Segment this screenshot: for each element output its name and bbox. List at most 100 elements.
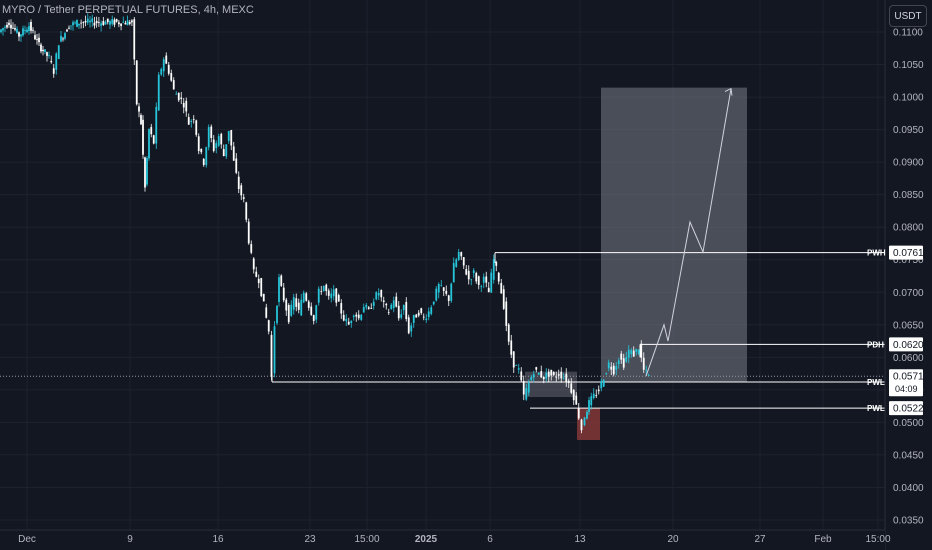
candle-body [80,22,83,24]
level-label-pwl: PWL [867,378,885,387]
candle-body [95,21,98,24]
candle-body [330,293,333,299]
candle-body [86,18,89,23]
candle-body [222,148,225,156]
y-tick-label: 0.0450 [893,450,924,461]
candle-body [146,158,148,185]
candle-body [12,27,14,29]
candle-body [635,348,638,352]
candle-body [612,365,615,375]
x-tick-label: 20 [667,534,679,545]
current-price-value: 0.0571 [893,372,924,383]
candle-body [155,106,158,144]
candle-body [480,286,483,288]
candle-body [36,38,38,40]
candle-body [312,315,315,321]
x-tick-label: 16 [212,534,224,545]
candle-body [40,44,42,52]
candle-body [89,20,91,23]
candle-body [227,131,230,141]
candle-body [522,380,525,395]
x-tick-label: Feb [814,534,832,545]
candle-body [400,314,403,318]
candle-body [172,80,175,90]
candle-body [84,20,87,23]
candle-body [472,270,475,274]
candle-body [560,371,563,379]
candle-body [342,314,345,321]
candle-body [187,117,190,125]
candle-body [267,320,270,332]
y-tick-label: 0.0650 [893,320,924,331]
y-tick-label: 0.0400 [893,483,924,494]
candle-body [350,320,353,323]
x-tick-label: 15:00 [865,534,890,545]
candle-body [245,202,248,220]
candle-body [20,34,22,37]
candle-body [586,411,588,419]
candle-body [550,369,553,376]
candle-body [572,390,575,401]
candle-body [557,374,560,376]
candle-body [402,304,405,311]
candle-body [131,20,133,23]
candle-body [122,21,125,23]
candle-body [38,37,40,43]
candle-body [580,419,583,431]
candle-body [367,307,370,309]
candle-body [387,312,390,314]
candle-body [565,373,568,383]
candle-body [397,305,400,319]
candle-body [50,60,53,63]
candle-body [128,21,131,24]
candle-body [70,25,72,27]
candle-body [180,97,183,99]
candle-body [515,365,518,366]
level-price-value: 0.0620 [893,340,924,351]
candle-body [370,308,373,309]
candle-body [340,303,343,314]
candle-body [290,304,293,316]
candle-body [285,299,288,311]
candle-body [6,24,8,28]
candle-body [60,35,62,42]
candle-body [422,316,425,318]
candle-body [2,28,4,31]
candle-body [355,314,358,317]
candle-body [195,120,198,135]
candle-body [170,73,173,81]
candle-body [357,314,360,319]
level-price-tag [889,401,923,416]
candle-body [207,127,210,148]
candle-body [332,289,335,297]
candle-body [310,306,313,315]
candle-body [630,350,633,355]
candle-body [177,92,180,101]
candle-body [42,49,44,52]
candle-body [26,29,28,33]
candle-body [205,147,208,166]
candle-body [66,29,68,32]
currency-button[interactable]: USDT [889,5,927,27]
candle-body [133,19,136,60]
candle-body [104,22,107,25]
candle-body [577,407,580,419]
target-zone [601,87,747,383]
candle-body [57,45,60,59]
candle-body [462,257,465,266]
candle-body [46,52,48,56]
x-tick-label: 27 [754,534,766,545]
candle-body [297,302,300,310]
candle-body [520,371,523,381]
candle-body [74,22,76,24]
candle-body [410,325,413,332]
candle-body [315,305,318,320]
candle-body [457,252,460,260]
candle-body [106,18,109,23]
candle-body [265,307,268,318]
candle-body [302,292,305,303]
candle-body [64,33,66,39]
level-price-tag [889,245,923,260]
candle-body [220,133,223,145]
